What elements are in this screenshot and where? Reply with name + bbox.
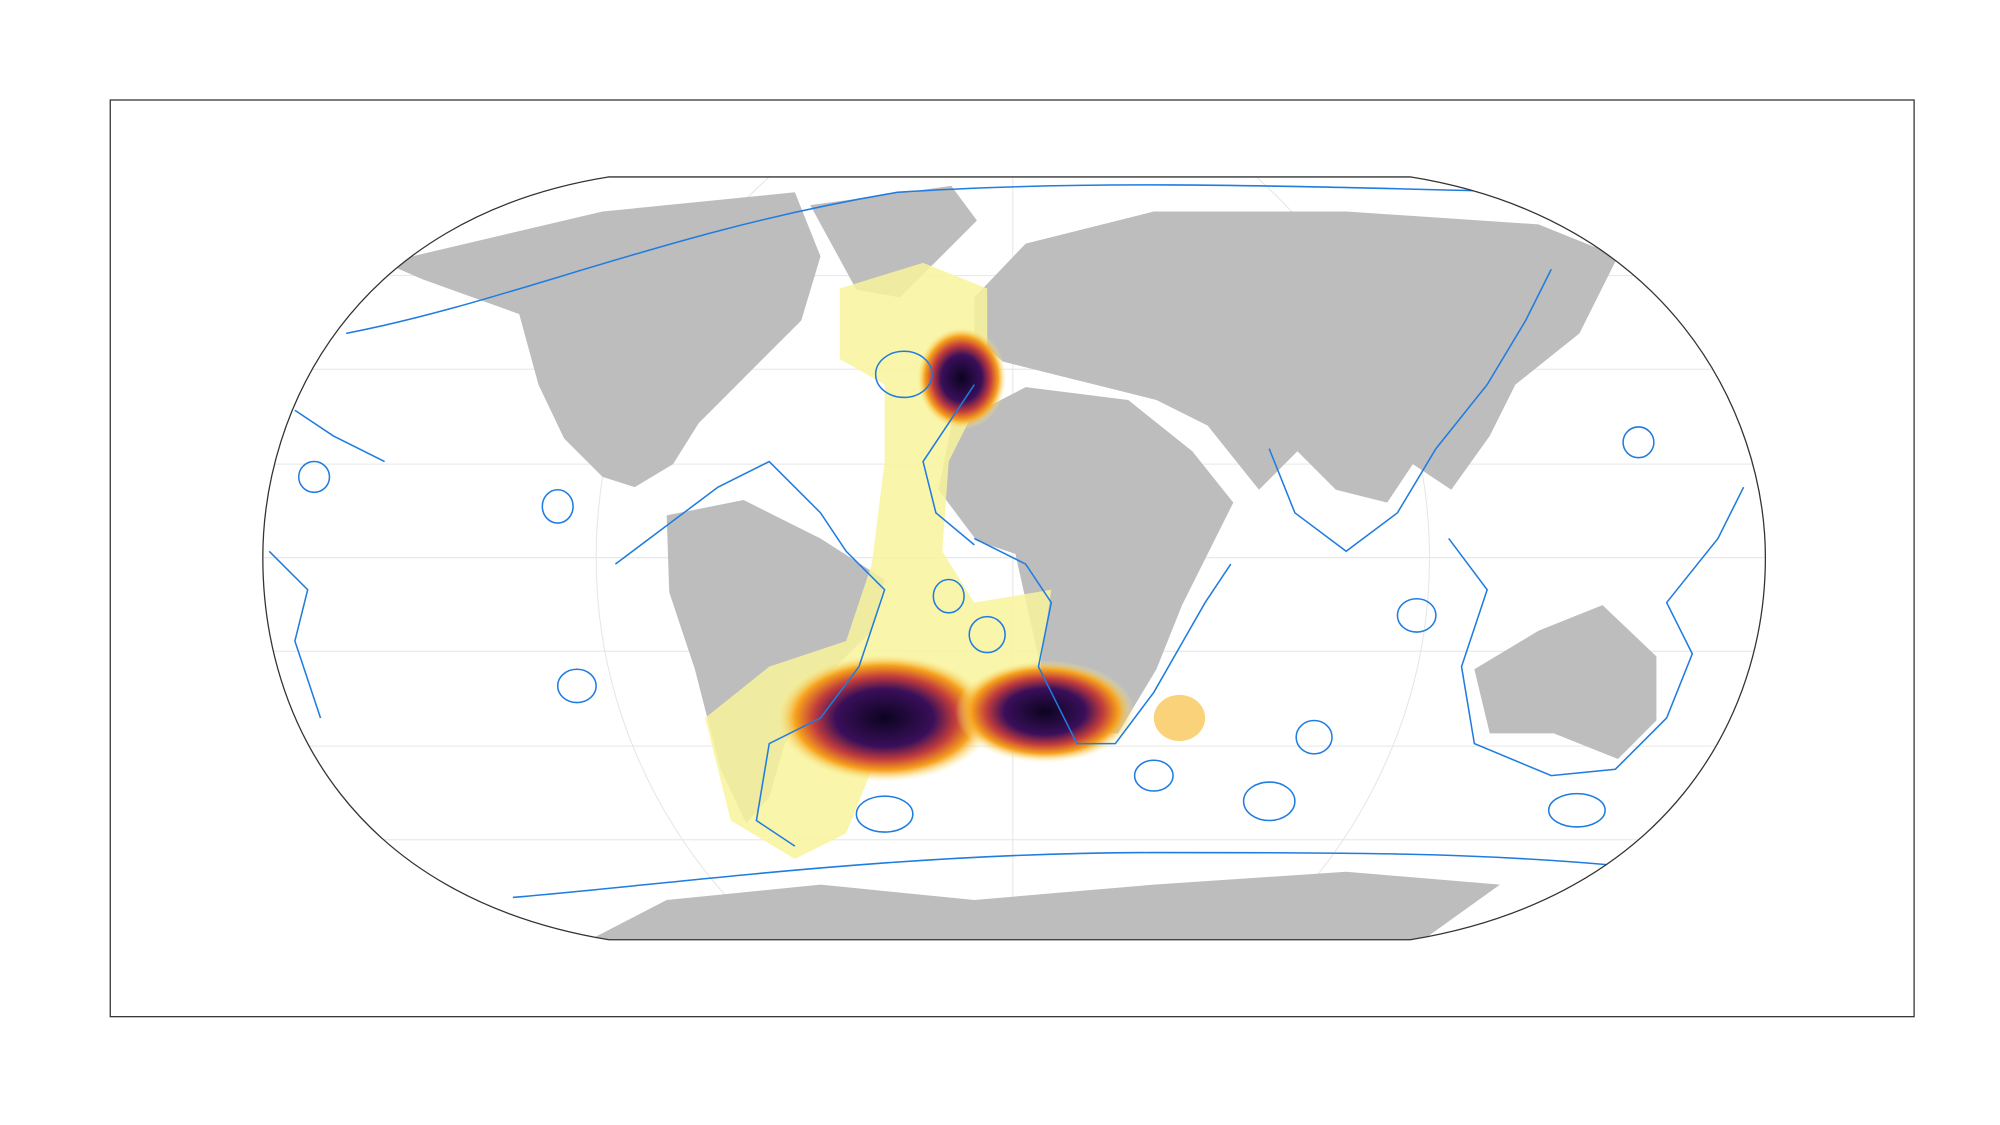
antarctica [589, 871, 1501, 940]
north-america [384, 192, 821, 488]
eez [1295, 719, 1333, 755]
map [262, 176, 1766, 940]
eez [346, 184, 1539, 335]
eez [614, 460, 886, 847]
greenland [810, 185, 977, 298]
eez [1448, 486, 1745, 777]
eez [932, 578, 965, 614]
eurasia [974, 211, 1618, 503]
eez [1622, 426, 1655, 459]
eez [855, 795, 914, 833]
eez [541, 488, 574, 524]
eez [512, 851, 1616, 899]
eez [1133, 759, 1174, 792]
eez [968, 615, 1006, 654]
eez [297, 460, 331, 494]
land [384, 185, 1657, 940]
heat-patch [1153, 694, 1206, 742]
africa [938, 387, 1234, 734]
eez [1547, 792, 1606, 828]
heat-high [955, 660, 1135, 763]
eez [1242, 781, 1296, 822]
heatmap [705, 262, 1206, 859]
eez [556, 668, 597, 704]
eez [1396, 597, 1437, 633]
eez [268, 409, 385, 719]
map-outline [262, 176, 1767, 941]
eez [874, 350, 933, 399]
eez [1268, 268, 1552, 553]
eez [974, 537, 1232, 745]
eez-boundaries [268, 184, 1745, 899]
australia [1474, 605, 1657, 759]
heat-high [775, 653, 994, 783]
heat-high [916, 326, 1007, 430]
eez [922, 384, 975, 546]
